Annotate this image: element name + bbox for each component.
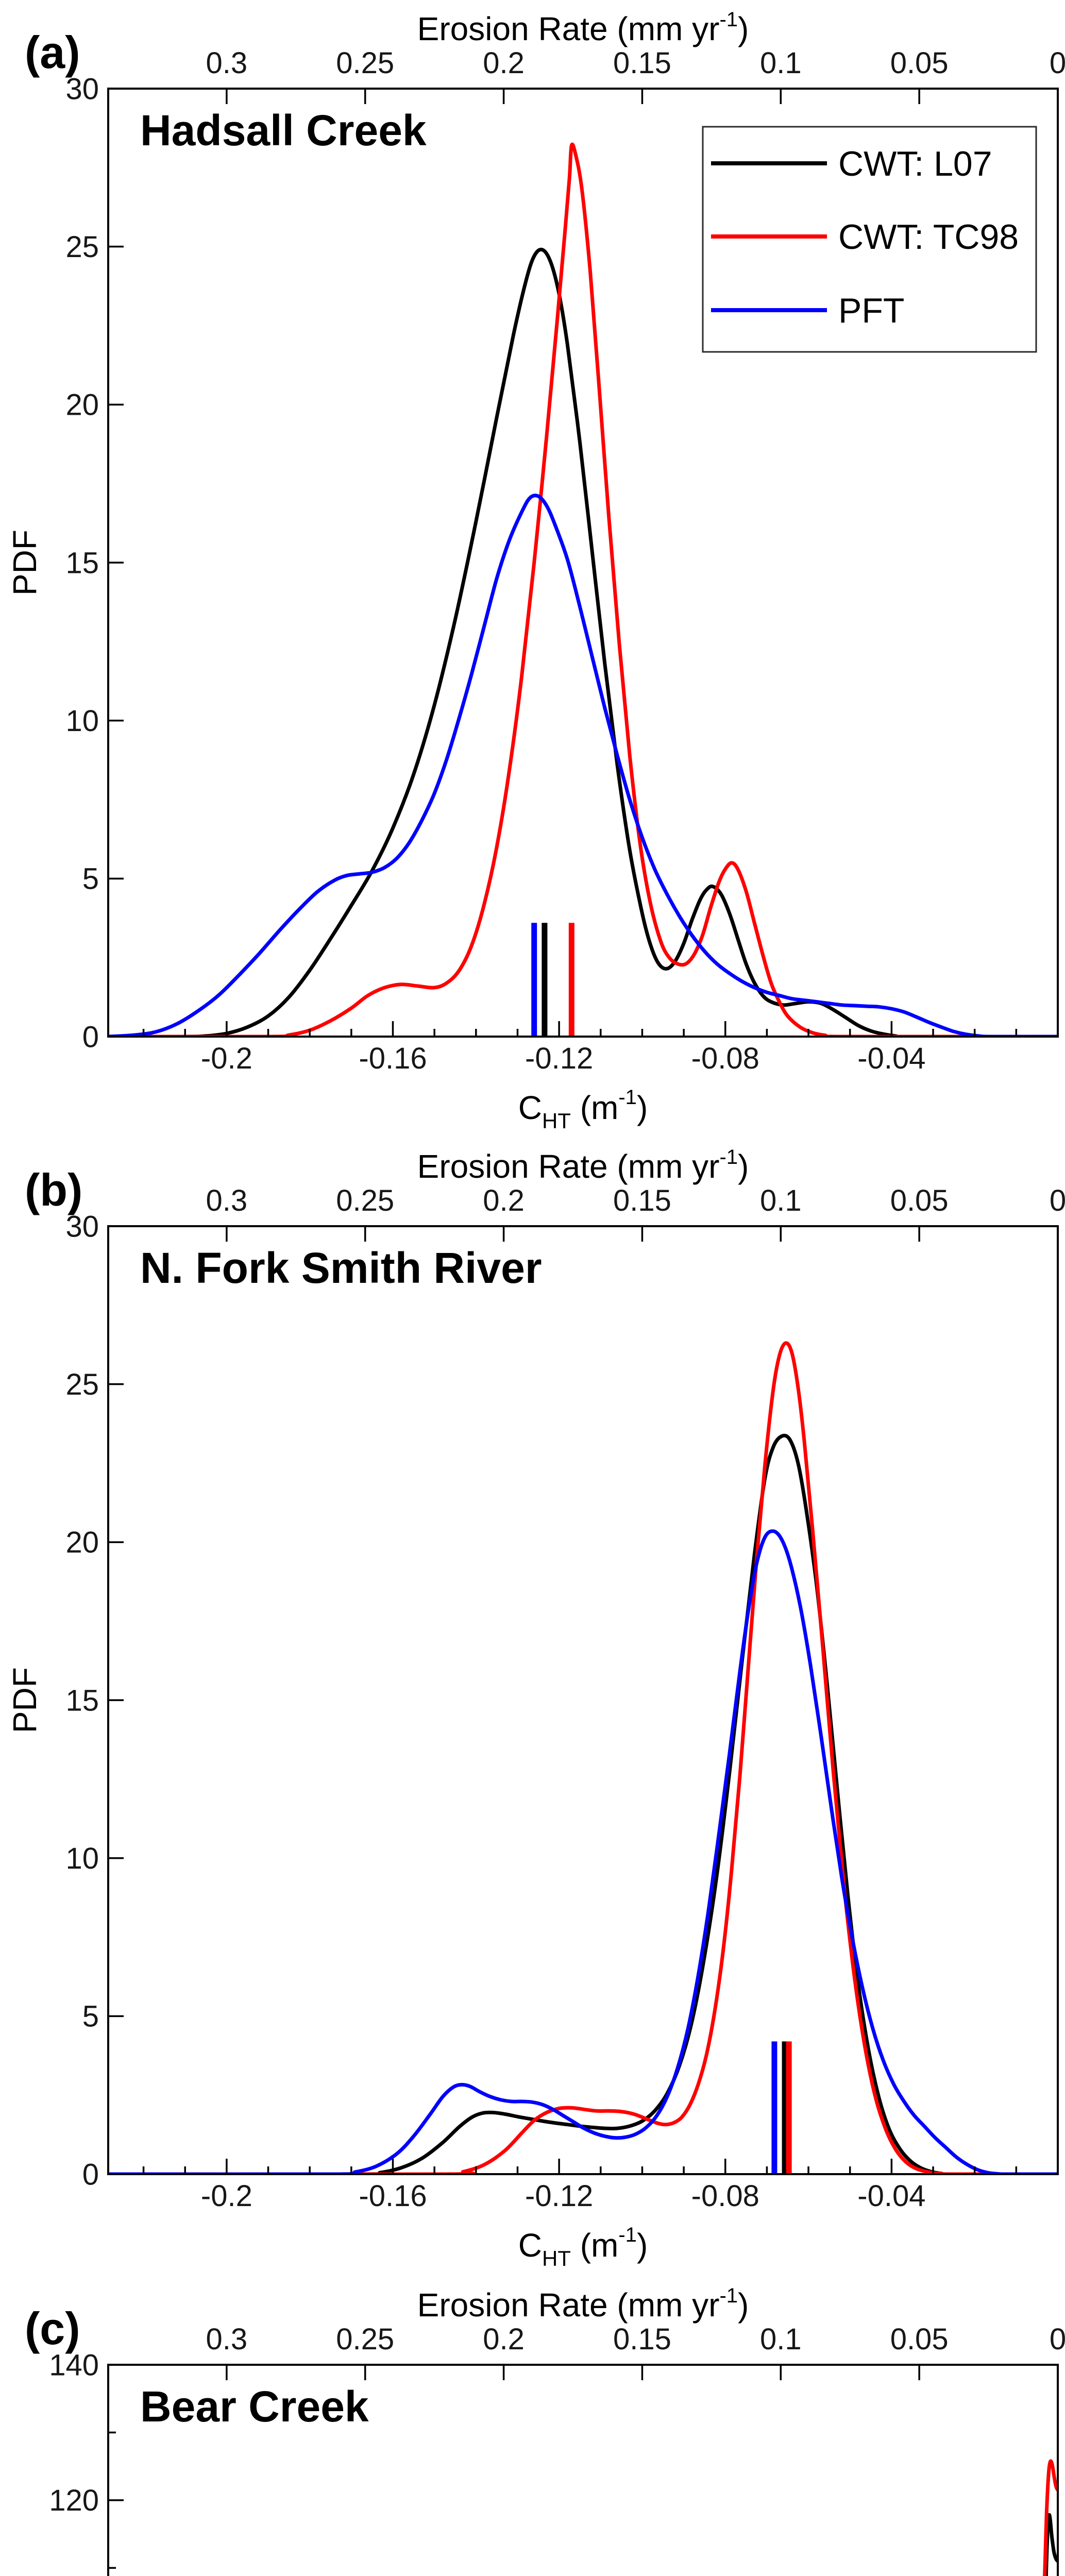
top-tick-label: 0.25: [336, 46, 394, 80]
x-tick-label: -0.08: [691, 2179, 759, 2213]
c-ticks: [108, 2364, 1059, 2569]
x-tick-label: -0.16: [359, 2179, 427, 2213]
y-tick-label: 5: [82, 862, 99, 896]
a-curve-cwt-l07: [108, 247, 1058, 1037]
panel-a: -0.2 -0.16 -0.12 -0.08 -0.040.3 0.25 0.2 0.15 0.…: [6, 8, 1065, 1133]
top-tick-label: 0.3: [206, 46, 248, 80]
c-curve-cwt-tc98: [1043, 2459, 1058, 2576]
panel-c: -0.2-0.16-0.12-0.08-0.040.30.250.20.150.…: [25, 2284, 1065, 2576]
a-site-title: Hadsall Creek: [140, 106, 427, 155]
curves-a: [108, 142, 1058, 1037]
top-tick-label: 0.05: [890, 2323, 949, 2356]
b-y-axis-title: PDF: [6, 1667, 43, 1733]
panel-b: -0.2 -0.16 -0.12 -0.08 -0.040.3 0.25 0.2 0.15 0.…: [6, 1146, 1065, 2270]
b-site-title: N. Fork Smith River: [140, 1244, 542, 1292]
a-x-axis-title: CHT (m-1): [518, 1086, 648, 1133]
b-ticks: [108, 1225, 1059, 2175]
top-tick-label: 0.1: [760, 2323, 802, 2356]
top-tick-label: 0: [1050, 46, 1065, 80]
a-ticks: [108, 88, 1059, 1038]
b-axes-box: [107, 1225, 1059, 2175]
b-x-axis-title: CHT (m-1): [518, 2224, 648, 2270]
b-curve-cwt-l07: [108, 1433, 1058, 2174]
y-tick-label: 120: [49, 2484, 99, 2517]
top-tick-label: 0.15: [613, 1184, 671, 1217]
y-tick-label: 15: [65, 546, 99, 580]
b-panel-letter: (b): [25, 1164, 82, 1215]
top-tick-label: 0.25: [336, 1184, 394, 1217]
top-tick-label: 0.2: [483, 1184, 525, 1217]
c-site-title: Bear Creek: [140, 2382, 369, 2431]
x-tick-label: -0.2: [201, 1042, 252, 1075]
top-tick-label: 0.3: [206, 2323, 248, 2356]
a-curve-cwt-tc98: [108, 142, 1058, 1037]
a-curve-pft: [108, 494, 1058, 1037]
c-axes-box: [107, 2364, 1059, 2576]
b-top-axis-title: Erosion Rate (mm yr-1): [417, 1146, 749, 1185]
y-tick-label: 0: [82, 2158, 99, 2191]
y-tick-label: 20: [65, 1526, 99, 1560]
top-tick-label: 0.1: [760, 1184, 802, 1217]
top-tick-label: 0: [1050, 1184, 1065, 1217]
y-tick-label: 140: [49, 2348, 99, 2382]
a-panel-letter: (a): [25, 27, 80, 78]
y-tick-label: 25: [65, 1368, 99, 1401]
top-tick-label: 0.25: [336, 2323, 394, 2356]
top-tick-label: 0.2: [483, 2323, 525, 2356]
top-tick-label: 0.05: [890, 46, 949, 80]
a-y-axis-title: PDF: [6, 530, 43, 596]
legend-label: CWT: TC98: [838, 217, 1019, 257]
a-top-axis-title: Erosion Rate (mm yr-1): [417, 8, 749, 47]
top-tick-label: 0.15: [613, 46, 671, 80]
x-tick-label: -0.08: [691, 1042, 759, 1075]
c-panel-letter: (c): [25, 2303, 80, 2354]
legend-label: PFT: [838, 291, 904, 330]
top-tick-label: 0.3: [206, 1184, 248, 1217]
y-tick-label: 5: [82, 2000, 99, 2033]
top-tick-label: 0.2: [483, 46, 525, 80]
top-tick-label: 0: [1050, 2323, 1065, 2356]
c-curve-cwt-l07: [1044, 2513, 1058, 2576]
y-tick-label: 15: [65, 1684, 99, 1717]
x-tick-label: -0.12: [525, 1042, 593, 1075]
curves-b: [108, 1341, 1058, 2174]
legend: CWT: L07 CWT: TC98 PFT: [702, 126, 1037, 353]
x-tick-label: -0.04: [857, 1042, 925, 1075]
top-tick-label: 0.15: [613, 2323, 671, 2356]
y-tick-label: 20: [65, 388, 99, 422]
legend-label: CWT: L07: [838, 144, 992, 183]
y-tick-label: 25: [65, 230, 99, 264]
b-curve-cwt-tc98: [108, 1341, 1058, 2174]
y-tick-label: 0: [82, 1020, 99, 1054]
x-tick-label: -0.12: [525, 2179, 593, 2213]
top-tick-label: 0.1: [760, 46, 802, 80]
y-tick-label: 10: [65, 704, 99, 738]
x-tick-label: -0.04: [857, 2179, 925, 2213]
x-tick-label: -0.16: [359, 1042, 427, 1075]
y-tick-label: 30: [65, 1210, 99, 1243]
y-tick-label: 30: [65, 72, 99, 106]
top-tick-label: 0.05: [890, 1184, 949, 1217]
b-curve-pft: [108, 1529, 1058, 2174]
curves-c: [1043, 2459, 1058, 2576]
x-tick-label: -0.2: [201, 2179, 252, 2213]
c-top-axis-title: Erosion Rate (mm yr-1): [417, 2284, 749, 2324]
y-tick-label: 10: [65, 1842, 99, 1875]
